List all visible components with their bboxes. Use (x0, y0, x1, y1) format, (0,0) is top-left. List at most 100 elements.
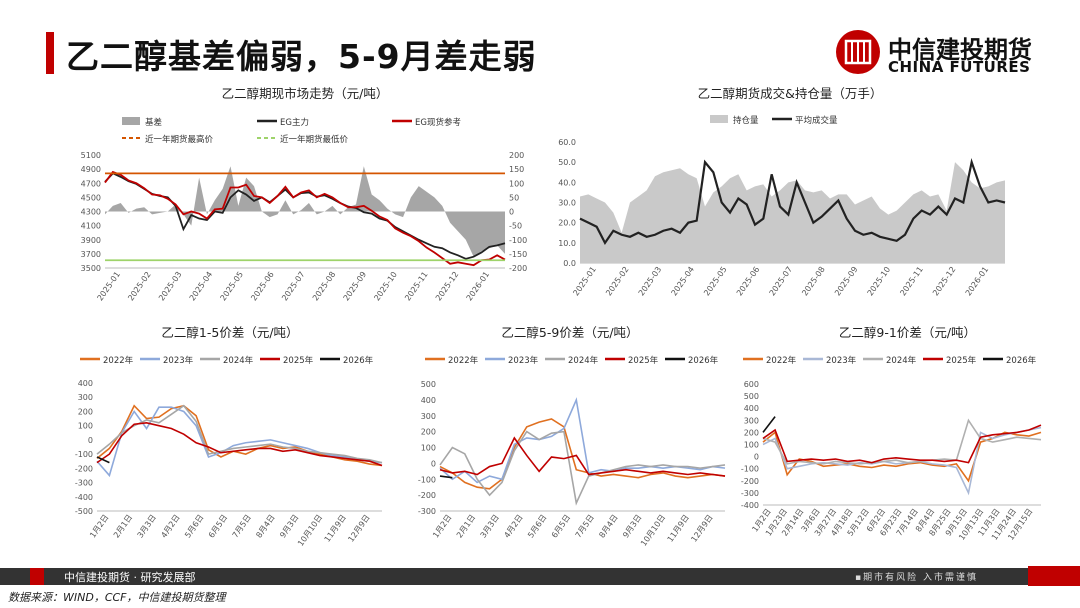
y-tick-label: 0.0 (563, 259, 576, 268)
y-tick-label: 20.0 (558, 219, 576, 228)
line-series (96, 406, 383, 478)
y2-tick-label: -50 (509, 222, 522, 231)
y-tick-label: -400 (75, 493, 93, 502)
x-tick-label: 3月3日 (479, 513, 501, 540)
y2-tick-label: -200 (509, 264, 527, 273)
y-tick-label: 200 (744, 428, 759, 437)
x-tick-label: 1月2日 (431, 513, 453, 540)
y-tick-label: 4300 (81, 208, 101, 217)
legend-item: EG现货参考 (392, 117, 461, 128)
x-tick-label: 4月2日 (159, 513, 181, 540)
legend-item: 2026年 (320, 355, 374, 366)
page-title: 乙二醇基差偏弱，5-9月差走弱 (66, 37, 537, 76)
x-tick-label: 2025-04 (670, 265, 697, 298)
x-tick-label: 12月9日 (689, 513, 714, 544)
legend-label: 2026年 (688, 355, 719, 366)
y-tick-label: 5100 (81, 151, 101, 160)
y-tick-label: -100 (418, 475, 436, 484)
y-tick-label: 200 (421, 428, 436, 437)
x-tick-label: 2025-05 (219, 270, 246, 303)
logo-english-name: CHINA FUTURES (888, 58, 1031, 76)
line-series (104, 172, 506, 260)
x-tick-label: 5月6日 (183, 513, 205, 540)
spread-9-1-chart: 乙二醇9-1价差（元/吨） 2022年 2023年 2024年 2025年 2026年 -4… (741, 325, 1042, 542)
y-tick-label: 300 (78, 393, 93, 402)
legend-label: 2023年 (826, 355, 857, 366)
x-tick-label: 2025-10 (866, 265, 893, 298)
area-series (105, 166, 505, 257)
y-tick-label: -300 (741, 489, 759, 498)
x-tick-label: 1月2日 (88, 513, 110, 540)
y-tick-label: 500 (744, 392, 759, 401)
y-tick-label: 400 (78, 379, 93, 388)
x-tick-label: 6月5日 (207, 513, 229, 540)
legend-label: 近一年期货最低价 (280, 134, 349, 145)
footer-department: 中信建投期货 · 研究发展部 (64, 571, 196, 584)
x-tick-label: 2025-11 (898, 265, 925, 298)
x-tick-label: 11月9日 (323, 513, 348, 544)
logo-chinese-name: 中信建投期货 (888, 36, 1032, 64)
legend-label: 2026年 (343, 355, 374, 366)
line-series (762, 426, 1042, 496)
y-tick-label: 4100 (81, 222, 101, 231)
spread-1-5-chart: 乙二醇1-5价差（元/吨） 2022年 2023年 2024年 2025年 2026年 -5… (75, 325, 383, 548)
legend-label: 近一年期货最高价 (145, 134, 214, 145)
chart-title: 乙二醇期现市场走势（元/吨） (222, 86, 389, 101)
chart-title: 乙二醇期货成交&持仓量（万手） (698, 86, 883, 101)
y-tick-label: 4500 (81, 193, 101, 202)
line-series (439, 430, 726, 506)
x-tick-label: 2025-11 (403, 270, 430, 303)
y-tick-label: -100 (75, 450, 93, 459)
x-tick-label: 2026-01 (964, 265, 991, 298)
legend-label: 2024年 (886, 355, 917, 366)
x-tick-label: 2025-12 (434, 270, 461, 303)
legend-item: 基差 (122, 117, 162, 128)
y-tick-label: -500 (75, 507, 93, 516)
legend-label: EG主力 (280, 117, 309, 128)
x-tick-label: 3月3日 (136, 513, 158, 540)
y-tick-label: 3900 (81, 236, 101, 245)
x-tick-label: 2025-06 (249, 270, 276, 303)
legend-label: 2022年 (766, 355, 797, 366)
chart-title: 乙二醇5-9价差（元/吨） (501, 325, 638, 340)
citic-logo-icon (836, 30, 880, 74)
x-tick-label: 2025-01 (95, 270, 122, 303)
footer-red-tab (1028, 566, 1080, 586)
line-series (579, 158, 1006, 245)
line-series (96, 456, 110, 464)
y-tick-label: 4700 (81, 179, 101, 188)
y-tick-label: 50.0 (558, 158, 576, 167)
legend-item: 2024年 (200, 355, 254, 366)
line-series (439, 436, 726, 477)
x-tick-label: 2025-03 (157, 270, 184, 303)
y2-tick-label: 50 (509, 193, 519, 202)
y-tick-label: 300 (744, 416, 759, 425)
x-tick-label: 2025-10 (372, 270, 399, 303)
x-tick-label: 2025-01 (571, 265, 598, 298)
x-tick-label: 2025-08 (800, 265, 827, 298)
x-tick-label: 2月1日 (455, 513, 477, 540)
y-tick-label: -400 (741, 501, 759, 510)
line-series (439, 475, 453, 479)
x-tick-label: 7月5日 (574, 513, 596, 540)
legend-item: 2023年 (803, 355, 857, 366)
y-tick-label: 60.0 (558, 138, 576, 147)
legend-label: 基差 (145, 117, 162, 128)
y2-tick-label: 100 (509, 179, 524, 188)
x-tick-label: 2025-08 (311, 270, 338, 303)
y-tick-label: 200 (78, 407, 93, 416)
line-series (762, 431, 1042, 483)
legend-label: 持仓量 (733, 115, 759, 126)
legend-item: 2024年 (545, 355, 599, 366)
x-tick-label: 8月4日 (597, 513, 619, 540)
legend-label: 2023年 (163, 355, 194, 366)
legend-item: 2022年 (743, 355, 797, 366)
x-tick-label: 2月1日 (112, 513, 134, 540)
x-tick-label: 2025-07 (768, 265, 795, 298)
y-tick-label: -300 (75, 479, 93, 488)
x-tick-label: 6月5日 (550, 513, 572, 540)
legend-item: 2026年 (665, 355, 719, 366)
y-tick-label: -300 (418, 507, 436, 516)
y-tick-label: 3500 (81, 264, 101, 273)
y2-tick-label: 0 (509, 208, 514, 217)
